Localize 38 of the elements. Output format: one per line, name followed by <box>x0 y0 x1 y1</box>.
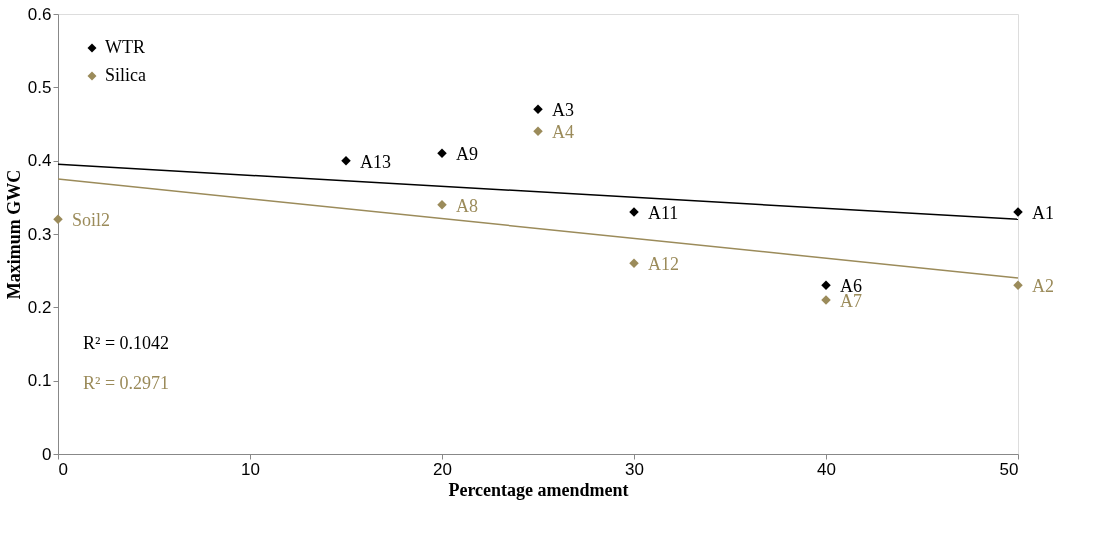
y-tick-label: 0.6 <box>27 4 52 24</box>
point <box>629 258 639 269</box>
point <box>437 148 447 159</box>
point <box>53 214 63 225</box>
annotation: R² = 0.2971 <box>83 373 170 393</box>
point <box>533 126 543 137</box>
y-tick-label: 0.2 <box>27 297 52 317</box>
x-tick-label: 10 <box>241 459 260 479</box>
point <box>821 280 831 291</box>
y-tick-label: 0.1 <box>27 371 52 391</box>
point <box>533 104 543 115</box>
annotation: A13 <box>360 151 391 172</box>
annotation: A2 <box>1032 276 1054 297</box>
y-tick-label: 0.4 <box>27 151 52 171</box>
annotation: A4 <box>552 122 574 143</box>
point <box>437 199 447 210</box>
x-tick-label: 20 <box>433 459 452 479</box>
x-tick-label: 50 <box>999 459 1019 479</box>
annotation: A9 <box>456 144 478 165</box>
annotation: A12 <box>648 254 679 275</box>
annotation: A3 <box>552 100 574 121</box>
annotation: A11 <box>648 203 679 223</box>
y-axis-title: Maximum GWC <box>3 169 24 300</box>
x-tick-label: 30 <box>625 459 644 479</box>
y-tick-label: 0.3 <box>27 224 52 244</box>
annotation: A8 <box>456 195 478 216</box>
annotation: Soil2 <box>72 210 111 231</box>
x-axis-title: Percentage amendment <box>448 479 629 500</box>
point <box>1013 280 1023 291</box>
y-tick-label: 0 <box>42 444 52 464</box>
x-tick-label: 0 <box>58 459 68 479</box>
point <box>341 155 351 166</box>
legend-label: WTR <box>105 37 145 57</box>
y-tick-label: 0.5 <box>27 77 52 97</box>
x-tick-label: 40 <box>817 459 836 479</box>
annotation: R² = 0.1042 <box>83 333 170 353</box>
legend-label: Silica <box>105 65 146 85</box>
annotation: A1 <box>1032 203 1054 223</box>
